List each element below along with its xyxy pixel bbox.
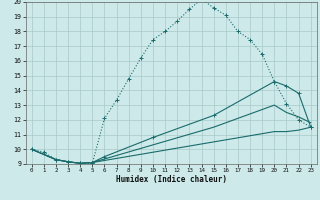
X-axis label: Humidex (Indice chaleur): Humidex (Indice chaleur) [116, 175, 227, 184]
